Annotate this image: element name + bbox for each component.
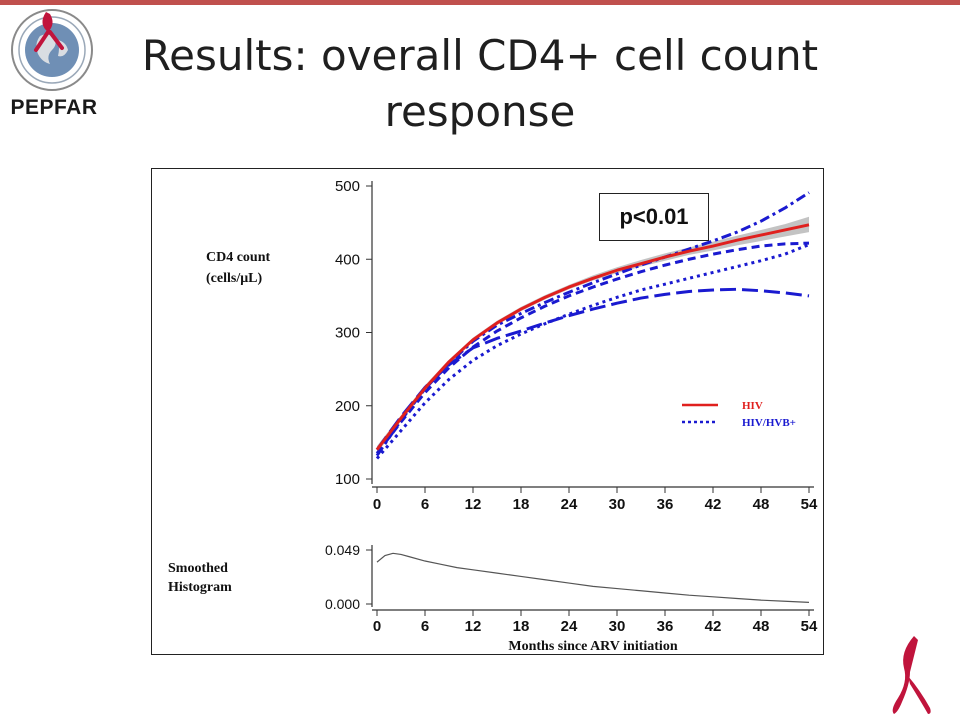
cd4-x-tick-label: 6 — [421, 496, 429, 513]
cd4-y-tick-label: 100 — [335, 471, 360, 488]
cd4-y-tick-label: 300 — [335, 325, 360, 342]
hist-x-tick-label: 54 — [801, 618, 818, 635]
cd4-x-tick-label: 36 — [657, 496, 674, 513]
x-axis-label: Months since ARV initiation — [508, 639, 677, 654]
hist-y-tick-label: 0.000 — [325, 596, 360, 612]
hiv-hvb-line-1 — [375, 191, 810, 457]
hist-x-tick-label: 18 — [513, 618, 530, 635]
hist-x-tick-label: 12 — [465, 618, 482, 635]
hist-x-tick-label: 24 — [561, 618, 578, 635]
cd4-ylabel-line1: CD4 count — [206, 250, 271, 265]
cd4-axes: 100 200 300 400 500 0 6 12 18 24 30 36 42 48 54 — [335, 178, 818, 513]
cd4-x-tick-label: 18 — [513, 496, 530, 513]
hist-x-tick-label: 6 — [421, 618, 429, 635]
histogram-curve — [376, 552, 810, 603]
cd4-plot-area — [375, 191, 810, 460]
hist-x-tick-label: 30 — [609, 618, 626, 635]
cd4-x-tick-label: 48 — [753, 496, 770, 513]
hist-ylabel-line2: Histogram — [168, 580, 232, 595]
cd4-x-tick-label: 42 — [705, 496, 722, 513]
cd4-y-tick-label: 500 — [335, 178, 360, 195]
legend-hiv-label: HIV — [742, 400, 763, 412]
hiv-hvb-line-2 — [375, 241, 810, 455]
hist-x-tick-label: 0 — [373, 618, 381, 635]
hist-y-tick-label: 0.049 — [325, 542, 360, 558]
cd4-x-tick-label: 0 — [373, 496, 381, 513]
cd4-x-tick-label: 54 — [801, 496, 818, 513]
p-value-annotation: p<0.01 — [599, 193, 709, 241]
chart-frame: CD4 count (cells/μL) Smoothed Histogram … — [151, 168, 824, 655]
cd4-y-tick-label: 200 — [335, 398, 360, 415]
pepfar-seal-icon — [11, 9, 93, 91]
ribbon-icon — [880, 632, 940, 717]
cd4-x-tick-label: 12 — [465, 496, 482, 513]
hist-x-tick-label: 42 — [705, 618, 722, 635]
hist-ylabel-line1: Smoothed — [168, 561, 228, 576]
hiv-line — [375, 223, 810, 451]
chart-legend: HIV HIV/HVB+ — [682, 400, 796, 429]
hiv-hvb-line-3 — [375, 243, 810, 460]
hist-x-tick-label: 48 — [753, 618, 770, 635]
cd4-y-tick-label: 400 — [335, 251, 360, 268]
legend-hiv-hvb-label: HIV/HVB+ — [742, 417, 796, 429]
cd4-ylabel-line2: (cells/μL) — [206, 271, 262, 286]
hiv-hvb-line-4 — [375, 287, 810, 451]
chart-canvas: CD4 count (cells/μL) Smoothed Histogram … — [168, 178, 818, 654]
histogram-axes: 0.000 0.049 0 6 12 18 24 30 36 42 48 54 — [325, 542, 818, 635]
cd4-x-tick-label: 24 — [561, 496, 578, 513]
pepfar-logo: PEPFAR — [2, 6, 106, 124]
cd4-x-tick-label: 30 — [609, 496, 626, 513]
page-title: Results: overall CD4+ cell count respons… — [141, 31, 819, 136]
logo-text: PEPFAR — [10, 96, 98, 119]
histogram-plot-area — [376, 552, 810, 603]
hist-x-tick-label: 36 — [657, 618, 674, 635]
top-accent-bar — [0, 0, 960, 5]
